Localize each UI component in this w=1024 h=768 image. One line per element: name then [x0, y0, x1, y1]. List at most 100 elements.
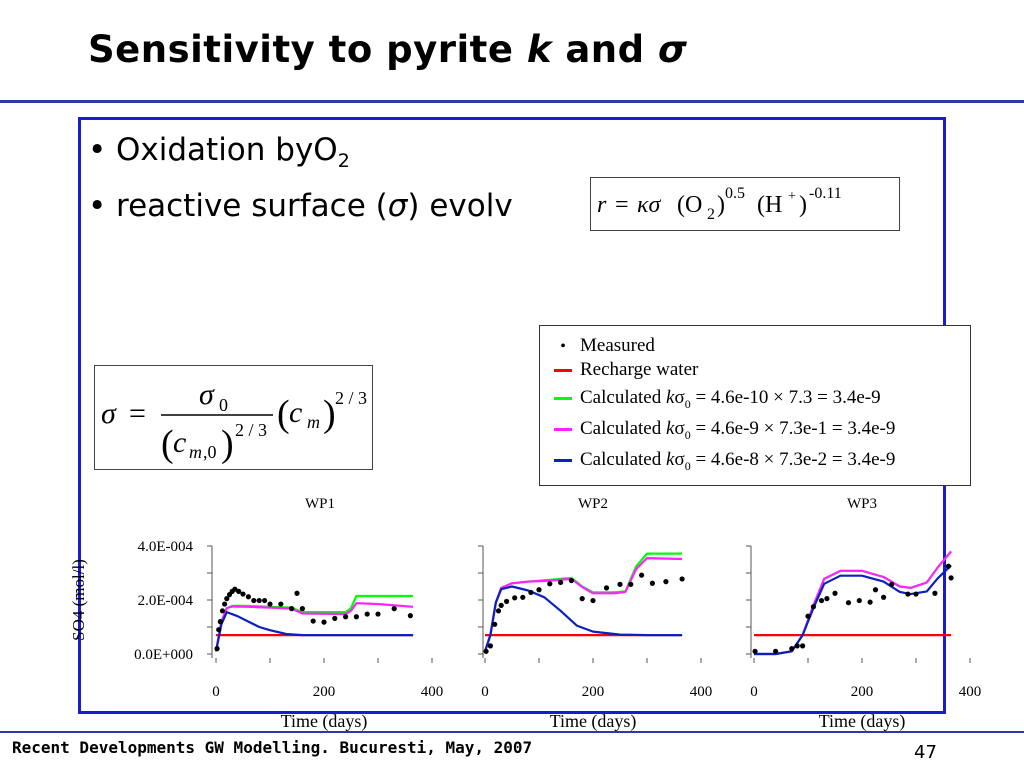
measured-point: [267, 601, 273, 607]
svg-text:c: c: [289, 396, 302, 429]
x-tick-label: 400: [959, 684, 982, 700]
measured-point: [845, 600, 852, 606]
measured-point: [364, 611, 370, 617]
svg-text:σ: σ: [199, 378, 215, 411]
svg-text:): ): [799, 192, 807, 218]
measured-point: [294, 590, 300, 596]
measured-point: [214, 646, 220, 652]
legend-calc3-sub: 0: [684, 458, 691, 473]
x-tick-label: 200: [582, 684, 605, 700]
legend-calc1-sub: 0: [684, 396, 691, 411]
measured-point: [945, 563, 952, 569]
measured-point: [262, 597, 268, 604]
measured-point: [913, 591, 919, 597]
svg-text:σ: σ: [101, 397, 117, 430]
measured-point: [639, 572, 645, 578]
legend-calc3-rest: = 4.6e-8 × 7.3e-2 = 3.4e-9: [690, 449, 896, 470]
svg-text:=: =: [615, 192, 629, 218]
bullet-oxidation-sub: 2: [337, 150, 350, 173]
svg-text:2 / 3: 2 / 3: [335, 388, 367, 408]
measured-point: [590, 597, 596, 604]
measured-point: [232, 586, 238, 592]
series-line: [214, 611, 414, 652]
measured-point: [332, 615, 338, 621]
measured-point: [568, 577, 575, 584]
title-rule: [0, 100, 1024, 103]
measured-point: [810, 604, 817, 610]
chart-title: WP1: [305, 496, 335, 512]
measured-point: [832, 590, 838, 596]
svg-text:+: +: [788, 189, 796, 204]
legend-item-calc1: Calculated kσ0 = 4.6e-10 × 7.3 = 3.4e-9: [554, 387, 881, 411]
measured-point: [856, 597, 862, 604]
svg-text:(H: (H: [757, 192, 782, 218]
measured-point: [800, 643, 806, 649]
series-line: [483, 557, 683, 652]
y-tick-label: 0.0E+000: [134, 647, 193, 663]
measured-point: [818, 597, 825, 604]
chart-panel-wp1: SO4 (mol/l): [69, 545, 433, 663]
svg-text:): ): [323, 393, 336, 435]
svg-text:(O: (O: [677, 192, 702, 218]
series-line: [754, 550, 952, 656]
series-line: [754, 550, 952, 656]
y-axis-label: SO4 (mol/l): [69, 559, 88, 641]
bullet-oxidation-text: Oxidation byO: [116, 132, 338, 168]
measured-marker-icon: •: [560, 338, 566, 355]
svg-text:): ): [717, 192, 725, 218]
bullet-reactive-text: reactive surface (: [116, 188, 388, 224]
measured-point: [222, 601, 228, 607]
legend-item-calc3: Calculated kσ0 = 4.6e-8 × 7.3e-2 = 3.4e-…: [554, 449, 895, 473]
measured-point: [663, 579, 669, 585]
measured-point: [867, 599, 873, 605]
legend-calc1-rest: = 4.6e-10 × 7.3 = 3.4e-9: [690, 387, 881, 408]
legend-calc3-sigma: σ: [674, 449, 685, 470]
x-tick-label: 0: [212, 684, 220, 700]
bullet-oxidation: • Oxidation byO2: [88, 132, 350, 172]
measured-point: [628, 581, 634, 587]
measured-point: [299, 606, 305, 612]
footer-rule: [0, 731, 1024, 733]
legend-item-calc2: Calculated kσ0 = 4.6e-9 × 7.3e-1 = 3.4e-…: [554, 418, 895, 442]
svg-text:r: r: [597, 192, 607, 218]
sigma-equation-svg: σ = σ 0 ( c m ,0 ) 2 / 3 ( c m ) 2 / 3: [101, 378, 367, 465]
measured-point: [391, 606, 397, 612]
measured-point: [495, 608, 502, 614]
svg-text:=: =: [129, 397, 146, 430]
chart-panel-wp3: [746, 545, 971, 663]
svg-text:m: m: [307, 412, 320, 432]
measured-point: [617, 581, 623, 587]
measured-point: [256, 597, 262, 604]
legend-calc1-prefix: Calculated: [580, 387, 666, 408]
measured-point: [889, 581, 895, 587]
svg-text:,0: ,0: [203, 442, 217, 462]
legend-measured-label: Measured: [580, 335, 655, 356]
legend-item-recharge: Recharge water: [554, 359, 698, 383]
measured-point: [579, 596, 585, 602]
x-tick-label: 0: [481, 684, 489, 700]
measured-point: [483, 648, 489, 654]
measured-point: [528, 589, 534, 596]
title-sigma: σ: [658, 28, 688, 71]
slide-title: Sensitivity to pyrite k and σ: [88, 28, 687, 71]
bullet-reactive-surface: • reactive surface (σ) evolv: [88, 188, 513, 224]
svg-text:-0.11: -0.11: [809, 185, 842, 202]
chart-title: WP2: [578, 496, 608, 512]
x-axis-label: Time (days): [281, 711, 368, 732]
bullet-dot: •: [88, 132, 107, 168]
y-tick-label: 4.0E-004: [138, 539, 194, 555]
legend-calc2-sub: 0: [684, 427, 691, 442]
x-axis-label: Time (days): [550, 711, 637, 732]
measured-point: [251, 597, 257, 604]
measured-point: [492, 621, 498, 627]
measured-point: [512, 595, 518, 601]
measured-point: [219, 608, 226, 614]
title-k: k: [526, 28, 552, 71]
svg-text:2 / 3: 2 / 3: [235, 420, 267, 440]
legend-calc2-prefix: Calculated: [580, 418, 666, 439]
bullet-reactive-rest: ) evolv: [407, 188, 513, 224]
sigma-equation: σ = σ 0 ( c m ,0 ) 2 / 3 ( c m ) 2 / 3: [94, 365, 373, 470]
y-tick-label: 2.0E-004: [138, 593, 194, 609]
chart-legend: • Measured Recharge water Calculated kσ0 …: [539, 325, 971, 486]
